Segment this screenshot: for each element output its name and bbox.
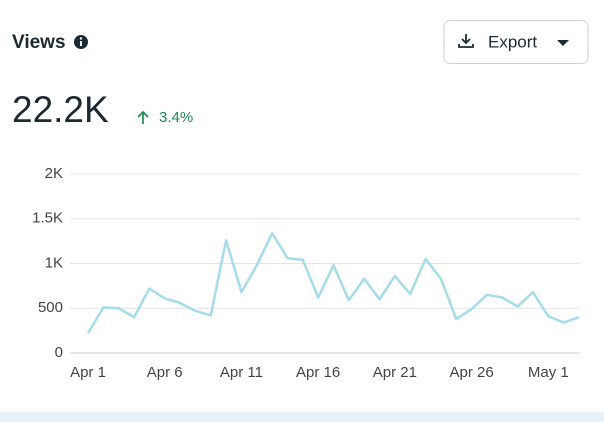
- x-tick-label: Apr 21: [373, 364, 417, 381]
- y-tick-label: 500: [38, 299, 63, 316]
- total-value: 22.2K: [12, 89, 109, 130]
- x-tick-label: Apr 16: [296, 364, 340, 381]
- bottom-strip: [0, 412, 604, 422]
- y-tick-label: 1K: [45, 254, 63, 271]
- change-value: 3.4%: [159, 109, 193, 126]
- y-tick-label: 0: [55, 344, 63, 361]
- x-tick-label: Apr 11: [220, 364, 263, 381]
- info-icon[interactable]: [74, 35, 88, 49]
- y-tick-label: 2K: [45, 165, 63, 182]
- y-tick-label: 1.5K: [32, 210, 63, 227]
- x-tick-label: May 1: [528, 364, 569, 381]
- export-label: Export: [488, 32, 537, 51]
- up-arrow: [137, 110, 149, 124]
- x-tick-label: Apr 6: [147, 364, 183, 381]
- widget-title: Views: [12, 32, 66, 53]
- x-tick-label: Apr 26: [449, 364, 493, 381]
- export-button[interactable]: Export: [443, 20, 589, 64]
- x-tick-label: Apr 1: [70, 364, 106, 381]
- views-line: [86, 231, 580, 334]
